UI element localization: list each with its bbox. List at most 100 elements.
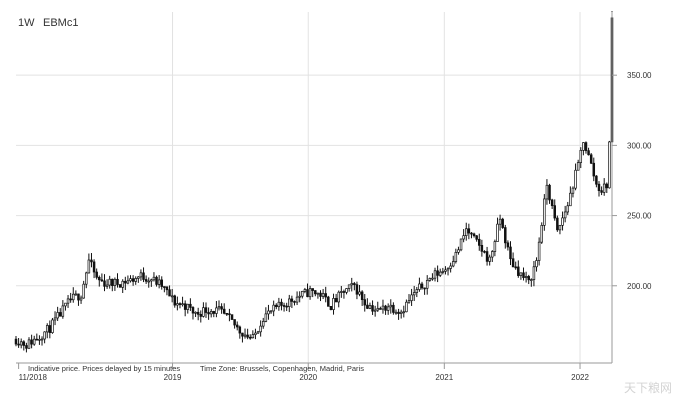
candle-body	[465, 228, 468, 237]
x-tick-label: 2022	[571, 373, 589, 382]
candle-body	[298, 295, 301, 298]
candle-body	[150, 279, 153, 282]
candle-body	[569, 192, 572, 207]
candle-body	[324, 293, 327, 298]
candle-body	[514, 266, 517, 269]
candle-body	[199, 313, 203, 317]
candle-body	[576, 162, 580, 171]
candle-body	[124, 280, 127, 284]
candle-body	[30, 339, 33, 345]
candle-body	[116, 278, 119, 285]
candle-body	[131, 278, 135, 282]
candle-body	[420, 283, 424, 289]
candle-body	[181, 303, 184, 306]
candle-body	[353, 283, 356, 286]
candle-body	[152, 276, 156, 281]
candle-body	[311, 288, 314, 291]
candle-body	[480, 245, 484, 252]
candle-body	[288, 298, 291, 307]
candle-body	[105, 284, 109, 287]
candle-body	[524, 276, 528, 278]
candle-body	[571, 187, 575, 194]
candle-body	[129, 278, 132, 282]
candle-body	[147, 280, 150, 283]
candle-body	[191, 307, 195, 314]
candle-body	[155, 276, 158, 285]
candle-body	[321, 293, 325, 297]
y-tick-label: 300.00	[627, 141, 652, 150]
candle-body	[25, 345, 28, 349]
candle-body	[334, 298, 338, 303]
candle-body	[233, 319, 236, 326]
candle-body	[178, 303, 182, 305]
candle-body	[522, 272, 525, 278]
candle-body	[69, 298, 72, 301]
candle-body	[410, 294, 413, 301]
candle-body	[386, 306, 390, 311]
candle-body	[204, 307, 208, 313]
candle-body	[186, 303, 190, 310]
y-tick-label: 250.00	[627, 212, 652, 221]
candle-body	[61, 305, 65, 317]
candle-body	[246, 334, 249, 338]
candle-body	[511, 258, 515, 268]
candle-body	[563, 211, 567, 219]
candle-body	[441, 271, 445, 273]
candle-body	[501, 218, 504, 228]
candle-body	[103, 280, 106, 287]
candle-body	[363, 299, 367, 306]
candle-body	[90, 259, 93, 263]
candle-body	[303, 289, 307, 292]
candle-body	[215, 307, 218, 314]
candle-body	[144, 279, 148, 282]
candle-body	[397, 311, 400, 314]
candle-body	[517, 266, 520, 276]
candle-body	[355, 284, 359, 295]
candle-body	[79, 297, 83, 301]
candle-body	[600, 190, 603, 193]
candle-body	[537, 241, 541, 261]
candle-body	[72, 293, 75, 301]
candle-body	[92, 261, 96, 273]
candle-body	[77, 293, 80, 301]
candle-body	[454, 252, 458, 262]
candle-body	[431, 277, 434, 280]
candle-body	[597, 183, 601, 191]
candle-body	[358, 291, 361, 295]
candle-body	[493, 241, 497, 252]
candle-body	[472, 233, 476, 237]
candle-body	[134, 278, 137, 282]
candle-body	[251, 334, 255, 339]
candle-body	[488, 256, 491, 262]
candle-body	[592, 162, 596, 177]
candle-body	[392, 304, 395, 313]
candle-body	[40, 338, 44, 341]
footer-note: Indicative price. Prices delayed by 15 m…	[28, 364, 180, 373]
candle-body	[405, 301, 408, 313]
candle-body	[293, 301, 296, 303]
candle-body	[113, 278, 117, 286]
grid-layer	[16, 12, 612, 363]
candle-body	[595, 175, 598, 185]
y-tick-label: 350.00	[627, 71, 652, 80]
candle-body	[548, 184, 551, 201]
candle-body	[275, 304, 278, 308]
candle-body	[366, 304, 369, 309]
candle-body	[519, 272, 523, 276]
candle-body	[43, 331, 46, 340]
x-tick-label: 2020	[299, 373, 317, 382]
candle-body	[230, 314, 234, 320]
candle-body	[314, 290, 317, 295]
candle-body	[470, 232, 473, 235]
candle-body	[319, 292, 322, 297]
candle-body	[337, 291, 340, 303]
candle-body	[415, 289, 419, 293]
candle-body	[121, 280, 124, 288]
candle-body	[462, 235, 465, 240]
candle-body	[228, 313, 231, 316]
candle-body	[111, 278, 114, 286]
candle-body	[53, 317, 57, 321]
candle-body	[183, 303, 187, 310]
